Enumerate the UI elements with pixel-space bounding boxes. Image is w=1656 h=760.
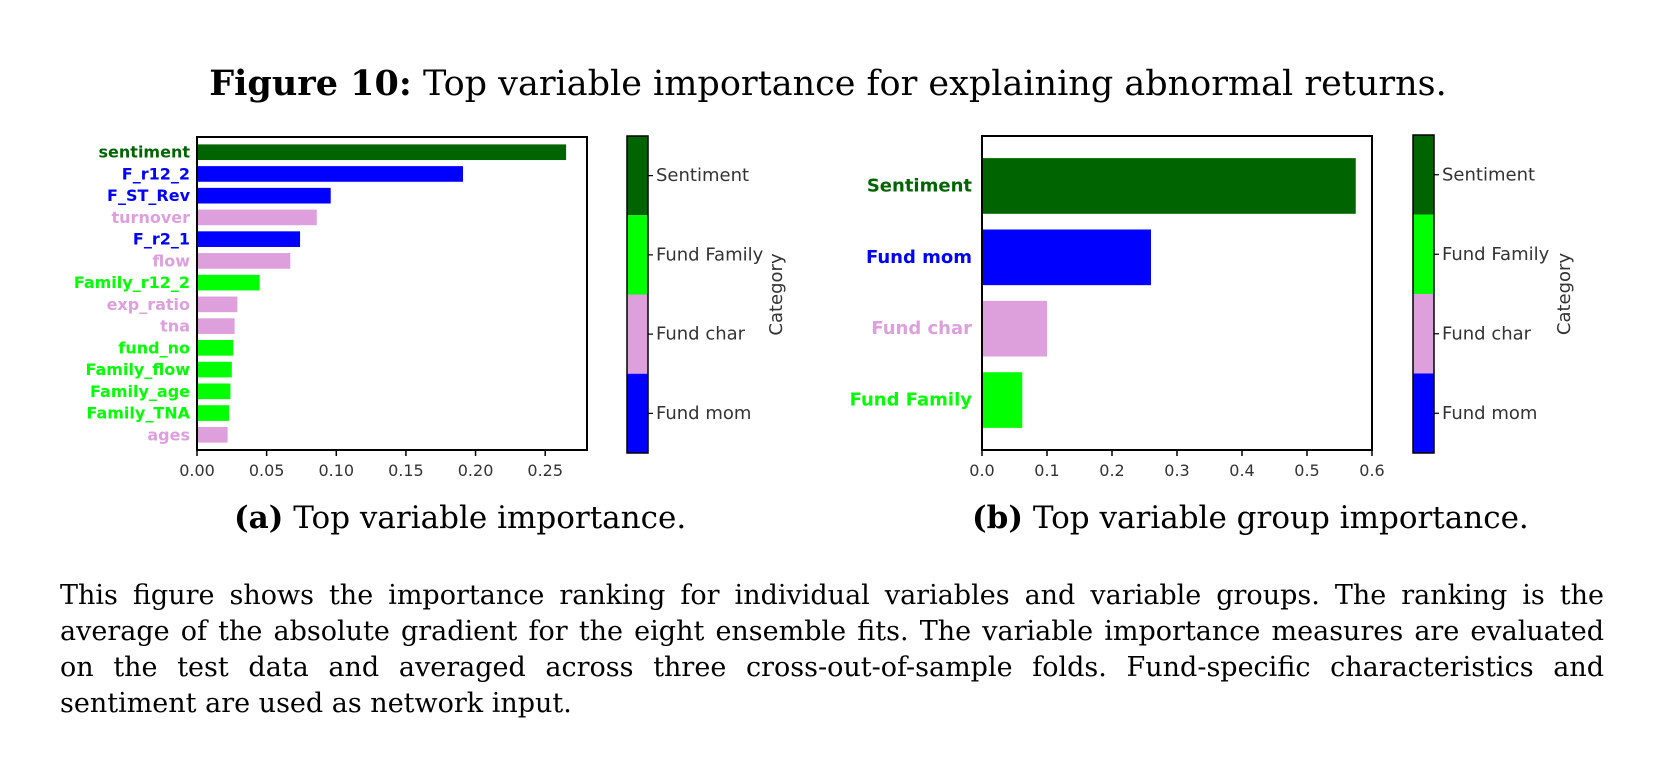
category-label: F_r12_2 [122, 164, 190, 183]
category-label: Family_TNA [86, 404, 190, 423]
bar-a-f-r2-1 [197, 231, 301, 247]
category-label: F_ST_Rev [107, 186, 191, 205]
colorbar-segment-fund-char [1413, 294, 1434, 374]
colorbar-label: Fund mom [656, 403, 751, 424]
bar-a-exp-ratio [197, 296, 238, 313]
colorbar-label: Fund char [1442, 323, 1532, 344]
x-tick-label: 0.25 [527, 461, 563, 480]
category-label: Fund mom [866, 247, 972, 268]
bar-a-sentiment [197, 144, 567, 161]
category-label: Fund Family [850, 390, 973, 411]
x-tick-label: 0.05 [249, 461, 285, 480]
x-tick-label: 0.6 [1359, 461, 1384, 480]
figure-label: Figure 10: [209, 63, 412, 104]
colorbar-segment-fund-mom [627, 373, 648, 453]
bar-a-turnover [197, 209, 317, 226]
category-label: flow [152, 251, 190, 270]
colorbar-segment-sentiment [627, 136, 648, 216]
bar-b-fund-mom [982, 229, 1151, 286]
figure-caption: This figure shows the importance ranking… [60, 580, 1604, 719]
bar-a-f-st-rev [197, 187, 331, 204]
category-label: Family_age [90, 382, 190, 401]
colorbar-label: Fund Family [1442, 244, 1550, 265]
category-label: F_r2_1 [133, 230, 190, 249]
colorbar-segment-fund-mom [1413, 373, 1434, 453]
colorbar-segment-fund-family [627, 215, 648, 295]
plot-frame [196, 136, 588, 451]
x-tick-label: 0.4 [1229, 461, 1254, 480]
subcaption-b: (b) Top variable group importance. [972, 498, 1529, 538]
category-label: sentiment [99, 143, 191, 162]
colorbar-label: Fund char [656, 324, 746, 345]
bar-b-fund-char [982, 300, 1047, 357]
colorbar-label: Fund mom [1442, 403, 1537, 424]
x-tick-label: 0.15 [388, 461, 424, 480]
category-label: ages [147, 425, 190, 444]
category-label: fund_no [118, 338, 190, 357]
x-tick-label: 0.5 [1294, 461, 1319, 480]
bar-a-family-tna [197, 405, 230, 421]
bar-b-fund-family [982, 372, 1023, 428]
colorbar-label: Fund Family [656, 244, 764, 265]
x-tick-label: 0.00 [179, 461, 215, 480]
bar-a-tna [197, 318, 235, 334]
bar-a-flow [197, 253, 291, 269]
x-tick-label: 0.1 [1034, 461, 1059, 480]
category-label: Fund char [871, 318, 972, 339]
category-label: turnover [112, 208, 191, 227]
category-label: Family_r12_2 [74, 273, 190, 292]
category-label: exp_ratio [107, 295, 190, 314]
colorbar-title: Category [1554, 253, 1575, 336]
x-tick-label: 0.2 [1099, 461, 1124, 480]
chart-a: sentiment F_r12_2 F_ST_Rev turnover F_r2_1fl… [74, 135, 787, 480]
colorbar-frame [1412, 134, 1435, 454]
subcaption-a-label: (a) [234, 500, 284, 536]
bar-b-sentiment [982, 158, 1356, 214]
colorbar-label: Sentiment [656, 165, 749, 186]
colorbar-segment-fund-family [1413, 214, 1434, 294]
bar-a-f-r12-2 [197, 166, 464, 182]
colorbar-label: Sentiment [1442, 164, 1535, 185]
category-label: Family_flow [86, 360, 191, 379]
colorbar-segment-sentiment [1413, 135, 1434, 215]
colorbar-title: Category [766, 253, 787, 336]
bar-a-fund-no [197, 340, 234, 356]
subcaption-b-text: Top variable group importance. [1032, 500, 1529, 536]
subcaption-a-text: Top variable importance. [293, 500, 687, 536]
x-tick-label: 0.0 [969, 461, 994, 480]
figure-title: Figure 10: Top variable importance for e… [0, 62, 1656, 106]
subcaption-b-label: (b) [972, 500, 1024, 536]
chart-b: Sentiment Fund mom Fund char Fund Family 0.0… [850, 134, 1575, 480]
category-label: tna [160, 317, 190, 336]
bar-a-family-flow [197, 361, 232, 378]
bar-a-ages [197, 426, 228, 443]
x-tick-label: 0.20 [458, 461, 494, 480]
x-tick-label: 0.3 [1164, 461, 1189, 480]
category-label: Sentiment [867, 175, 973, 196]
colorbar-frame [626, 135, 649, 454]
figure-charts: sentiment F_r12_2 F_ST_Rev turnover F_r2_1fl… [74, 134, 1575, 480]
subcaption-a: (a) Top variable importance. [234, 498, 686, 538]
figure-title-text: Top variable importance for explaining a… [422, 64, 1447, 104]
x-tick-label: 0.10 [318, 461, 354, 480]
bar-a-family-r12-2 [197, 274, 260, 291]
bar-a-family-age [197, 383, 231, 400]
colorbar-segment-fund-char [627, 294, 648, 374]
